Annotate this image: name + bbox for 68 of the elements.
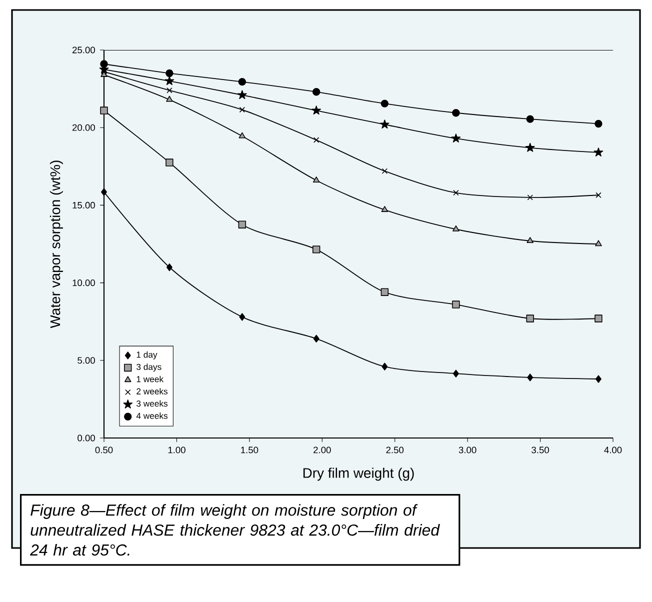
point: [166, 263, 172, 272]
point: [452, 300, 460, 308]
point: [239, 313, 246, 321]
legend-label: 3 days: [136, 364, 162, 372]
text: Figure 8—Effect of film weight on moisture sorption of unneutralized HASE thickener 9823 at 23.0°C—film dried 24 hr at 95°C.: [30, 504, 440, 556]
point: [381, 206, 388, 212]
x-tick-label: 2.00: [314, 446, 331, 454]
point: [526, 237, 534, 244]
point: [527, 374, 534, 382]
point: [313, 334, 320, 343]
x-tick-label: 1.00: [168, 446, 186, 454]
point: [166, 69, 174, 78]
point: [313, 137, 320, 143]
point: [452, 370, 459, 378]
point: [595, 240, 602, 246]
point: [452, 225, 460, 232]
point: [380, 100, 389, 108]
point: [594, 120, 602, 128]
legend-label: 2 weeks: [136, 388, 168, 394]
y-tick-label: 0.00: [78, 434, 95, 442]
point: [595, 375, 602, 383]
point: [239, 106, 246, 113]
point: [238, 220, 246, 228]
x-tick-label: 0.50: [95, 446, 113, 454]
legend-label: 1 week: [136, 376, 164, 382]
point: [101, 188, 107, 196]
point: [526, 115, 534, 123]
point: [382, 168, 388, 174]
legend-label: 4 weeks: [136, 412, 168, 419]
point: [237, 90, 247, 100]
point: [164, 76, 174, 86]
point: [312, 246, 320, 254]
y-tick-label: 5.00: [78, 357, 95, 364]
point: [594, 148, 604, 156]
point: [526, 314, 534, 322]
point: [451, 134, 461, 142]
legend-label: 3 weeks: [136, 400, 168, 407]
point: [100, 106, 108, 114]
x-tick-label: 3.50: [532, 446, 549, 454]
x-tick-label: 1.50: [241, 446, 258, 454]
point: [166, 158, 174, 166]
point: [312, 106, 321, 115]
point: [166, 88, 172, 94]
point: [100, 60, 108, 68]
point: [382, 362, 388, 370]
point: [380, 288, 389, 296]
point: [596, 192, 602, 198]
point: [527, 194, 533, 200]
y-tick-label: 10.00: [72, 280, 95, 286]
point: [452, 109, 460, 117]
point: [453, 190, 459, 196]
y-axis-title: Water vapor sorption (wt%): [50, 160, 63, 328]
x-axis-title: Dry film weight (g): [303, 468, 414, 481]
point: [238, 132, 246, 138]
y-tick-label: 20.00: [72, 124, 95, 131]
x-tick-label: 2.50: [386, 446, 404, 454]
point: [238, 78, 246, 86]
legend-label: 1 day: [136, 351, 158, 360]
y-tick-label: 15.00: [72, 202, 95, 208]
point: [312, 176, 320, 182]
point: [312, 88, 320, 96]
point: [525, 142, 535, 152]
point: [166, 96, 173, 102]
point: [594, 314, 602, 322]
x-tick-label: 3.00: [458, 446, 476, 454]
y-tick-label: 25.00: [72, 46, 95, 54]
point: [380, 120, 390, 129]
x-tick-label: 4.00: [604, 446, 622, 454]
